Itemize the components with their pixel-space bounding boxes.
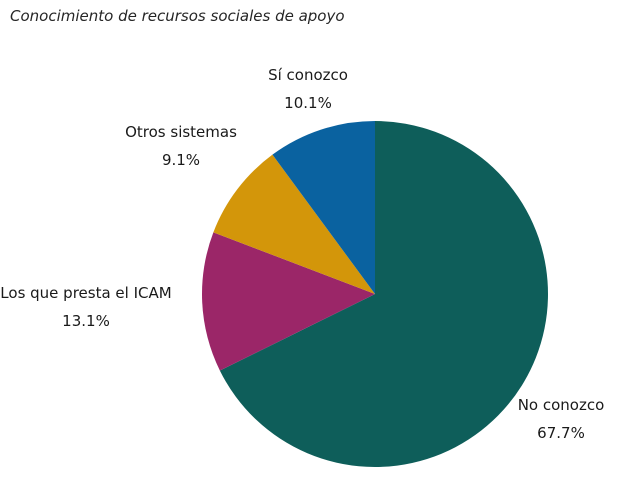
slice-value-label-1: 67.7% [537,424,585,442]
slice-label-3: Otros sistemas [125,123,237,141]
slice-label-1: No conozco [518,396,605,414]
slice-value-label-3: 9.1% [162,151,200,169]
pie-slice-1 [219,121,548,467]
pie-slice-4 [272,121,375,294]
slice-label-2: Los que presta el ICAM [0,284,171,302]
slice-value-label-4: 10.1% [284,94,332,112]
slice-value-label-2: 13.1% [62,312,110,330]
pie-slice-3 [213,154,375,294]
pie-slice-2 [201,232,375,371]
chart-title: Conocimiento de recursos sociales de apo… [10,7,345,25]
slice-label-4: Sí conozco [268,66,348,84]
